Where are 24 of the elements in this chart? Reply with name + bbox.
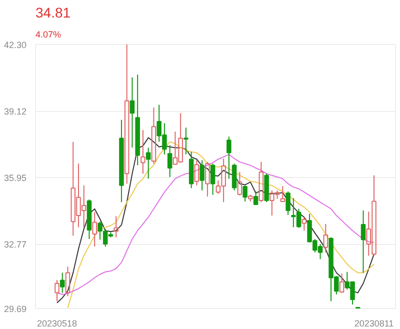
candlestick (92, 212, 97, 248)
y-tick-label: 39.12 (4, 106, 27, 117)
candlestick (146, 147, 151, 180)
candlestick (135, 74, 140, 166)
candlestick (140, 129, 146, 174)
candlestick (114, 216, 118, 238)
y-tick-label: 32.77 (4, 240, 27, 250)
candlestick (54, 280, 60, 302)
candlestick (200, 160, 204, 191)
y-tick-label: 29.69 (4, 304, 27, 314)
candlestick (119, 119, 124, 203)
chart-title: 34.81 (36, 4, 71, 20)
candlestick (60, 272, 65, 294)
candlestick (184, 127, 188, 155)
candlestick (124, 44, 130, 184)
y-tick-label: 35.95 (4, 172, 27, 183)
x-tick-label: 20230518 (36, 318, 78, 328)
x-tick-label: 20230811 (354, 318, 394, 328)
y-tick-label: 42.30 (4, 40, 27, 50)
candlestick (167, 144, 172, 178)
candlestick (130, 76, 135, 148)
candlestick (323, 223, 328, 253)
chart-subtitle: 4.07% (36, 30, 62, 40)
candlestick (360, 210, 366, 274)
